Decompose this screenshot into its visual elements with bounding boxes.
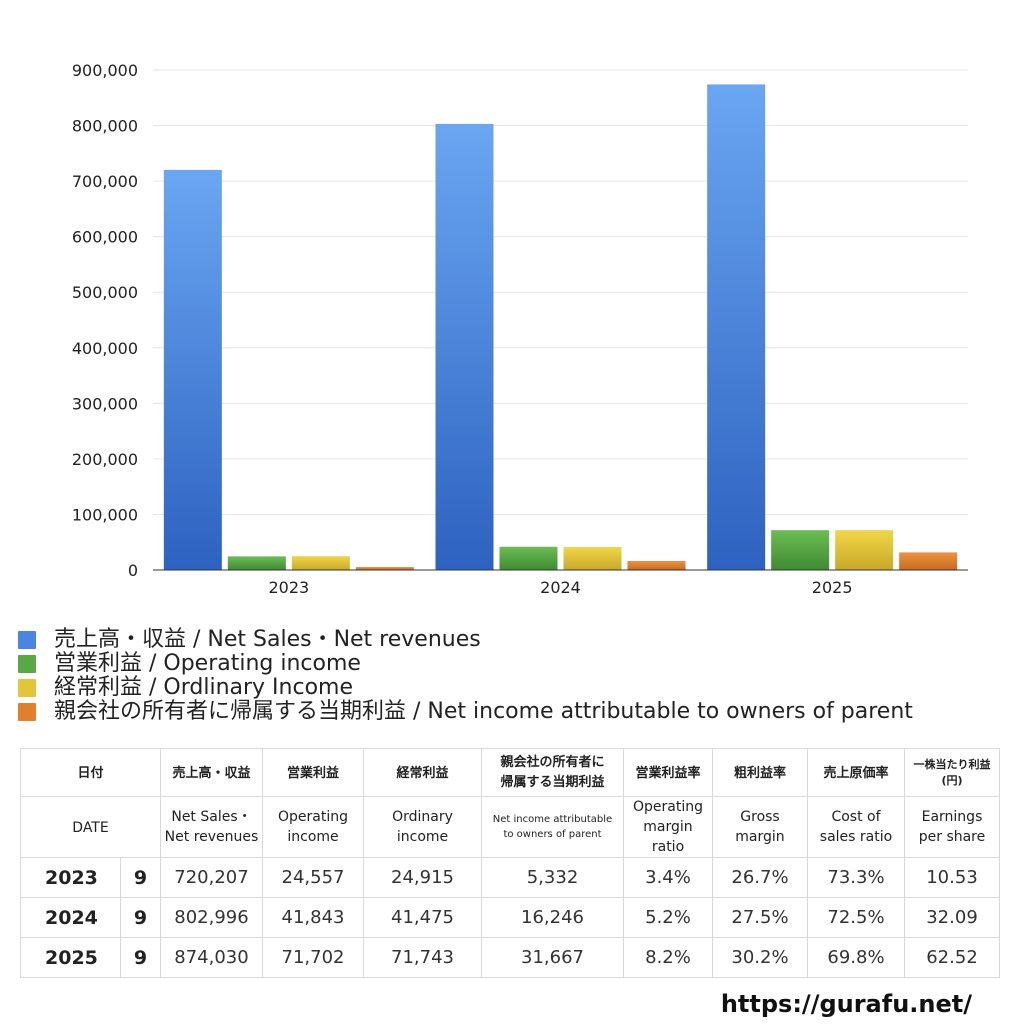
- legend-item-ordinary-income: 経常利益 / Ordlinary Income: [18, 676, 913, 700]
- row-gm: 26.7%: [712, 857, 808, 898]
- bar-chart: 0 100,000 200,000 300,000 400,000 500,000 600,…: [72, 61, 968, 597]
- legend-item-net-sales: 売上高・収益 / Net Sales・Net revenues: [18, 628, 913, 652]
- row-ord: 71,743: [363, 937, 482, 978]
- row-ord: 41,475: [363, 897, 482, 938]
- row-month: 9: [120, 857, 161, 898]
- header-opm-jp: 営業利益率: [623, 748, 713, 797]
- row-eps: 62.52: [904, 937, 1000, 978]
- financial-data-table: 日付 売上高・収益 営業利益 経常利益 親会社の所有者に 帰属する当期利益 営業利…: [20, 748, 1000, 978]
- row-month: 9: [120, 937, 161, 978]
- y-tick-label: 0: [128, 561, 138, 580]
- row-net: 16,246: [481, 897, 624, 938]
- bar-2025-series-1: [771, 530, 830, 570]
- source-url[interactable]: https://gurafu.net/: [720, 990, 972, 1018]
- header-gm-en: Gross margin: [712, 796, 808, 858]
- bar-2025-series-0: [707, 84, 766, 570]
- table-header-row-en: DATE Net Sales・ Net revenues Operating inc…: [20, 796, 1000, 858]
- row-opm: 8.2%: [623, 937, 713, 978]
- header-sales-jp: 売上高・収益: [160, 748, 263, 797]
- row-cost: 73.3%: [807, 857, 905, 898]
- row-cost: 69.8%: [807, 937, 905, 978]
- y-tick-label: 800,000: [72, 117, 138, 136]
- legend-label-operating-income: 営業利益 / Operating income: [54, 651, 361, 676]
- legend-label-net-income: 親会社の所有者に帰属する当期利益 / Net income attributab…: [54, 699, 913, 724]
- bar-2025-series-2: [835, 530, 894, 570]
- header-gm-jp: 粗利益率: [712, 748, 808, 797]
- bar-2024-series-3: [627, 560, 686, 570]
- table-row: 2024 9 802,996 41,843 41,475 16,246 5.2%…: [20, 897, 1000, 938]
- row-year: 2024: [20, 897, 121, 938]
- header-net-jp: 親会社の所有者に 帰属する当期利益: [481, 748, 624, 797]
- legend-item-net-income: 親会社の所有者に帰属する当期利益 / Net income attributab…: [18, 700, 913, 724]
- legend-item-operating-income: 営業利益 / Operating income: [18, 652, 913, 676]
- row-gm: 30.2%: [712, 937, 808, 978]
- bar-2023-series-2: [291, 556, 350, 570]
- row-op: 24,557: [262, 857, 364, 898]
- header-eps-en: Earnings per share: [904, 796, 1000, 858]
- bar-2023-series-3: [355, 567, 414, 570]
- header-cost-jp: 売上原価率: [807, 748, 905, 797]
- header-op-jp: 営業利益: [262, 748, 364, 797]
- header-sales-en: Net Sales・ Net revenues: [160, 796, 263, 858]
- row-net: 31,667: [481, 937, 624, 978]
- bar-2024-series-1: [499, 546, 558, 570]
- row-op: 71,702: [262, 937, 364, 978]
- legend-swatch-net-income: [18, 703, 36, 721]
- y-tick-label: 500,000: [72, 283, 138, 302]
- y-tick-label: 100,000: [72, 505, 138, 524]
- header-net-en: Net income attributable to owners of pare…: [481, 796, 624, 858]
- bar-2024-series-0: [435, 123, 494, 570]
- header-eps-jp: 一株当たり利益 (円): [904, 748, 1000, 797]
- y-tick-label: 400,000: [72, 339, 138, 358]
- header-op-en: Operating income: [262, 796, 364, 858]
- row-cost: 72.5%: [807, 897, 905, 938]
- legend-label-ordinary-income: 経常利益 / Ordlinary Income: [54, 675, 353, 700]
- legend-swatch-operating-income: [18, 655, 36, 673]
- y-tick-label: 600,000: [72, 228, 138, 247]
- bar-2023-series-0: [163, 169, 222, 570]
- y-tick-label: 300,000: [72, 394, 138, 413]
- row-eps: 32.09: [904, 897, 1000, 938]
- row-op: 41,843: [262, 897, 364, 938]
- row-sales: 802,996: [160, 897, 263, 938]
- header-date-jp: 日付: [20, 748, 161, 797]
- legend-label-net-sales: 売上高・収益 / Net Sales・Net revenues: [54, 627, 481, 652]
- table-row: 2023 9 720,207 24,557 24,915 5,332 3.4% …: [20, 857, 1000, 898]
- x-tick-label: 2025: [812, 578, 853, 597]
- row-ord: 24,915: [363, 857, 482, 898]
- row-month: 9: [120, 897, 161, 938]
- legend-swatch-net-sales: [18, 631, 36, 649]
- header-opm-en: Operating margin ratio: [623, 796, 713, 858]
- legend-swatch-ordinary-income: [18, 679, 36, 697]
- row-sales: 720,207: [160, 857, 263, 898]
- bar-2025-series-3: [899, 552, 958, 570]
- chart-legend: 売上高・収益 / Net Sales・Net revenues 営業利益 / O…: [18, 628, 913, 724]
- row-net: 5,332: [481, 857, 624, 898]
- table-header-row-jp: 日付 売上高・収益 営業利益 経常利益 親会社の所有者に 帰属する当期利益 営業利…: [20, 748, 1000, 797]
- y-tick-label: 700,000: [72, 172, 138, 191]
- header-cost-en: Cost of sales ratio: [807, 796, 905, 858]
- bar-2023-series-1: [227, 556, 286, 570]
- bar-2024-series-2: [563, 546, 622, 570]
- row-year: 2023: [20, 857, 121, 898]
- y-tick-label: 900,000: [72, 61, 138, 80]
- x-tick-label: 2023: [268, 578, 309, 597]
- header-ord-en: Ordinary income: [363, 796, 482, 858]
- header-date-en: DATE: [20, 796, 161, 858]
- row-opm: 5.2%: [623, 897, 713, 938]
- row-eps: 10.53: [904, 857, 1000, 898]
- row-opm: 3.4%: [623, 857, 713, 898]
- row-gm: 27.5%: [712, 897, 808, 938]
- row-sales: 874,030: [160, 937, 263, 978]
- header-ord-jp: 経常利益: [363, 748, 482, 797]
- y-tick-label: 200,000: [72, 450, 138, 469]
- x-tick-label: 2024: [540, 578, 581, 597]
- table-row: 2025 9 874,030 71,702 71,743 31,667 8.2%…: [20, 937, 1000, 978]
- row-year: 2025: [20, 937, 121, 978]
